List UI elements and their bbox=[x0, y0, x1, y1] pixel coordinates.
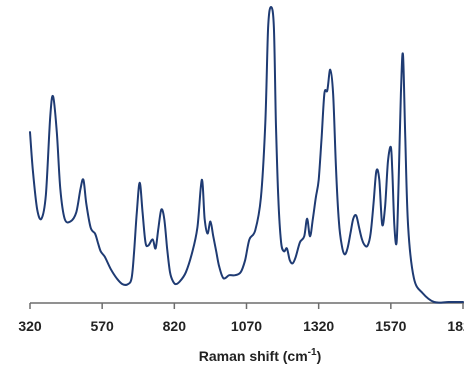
x-axis-title-superscript: -1 bbox=[308, 347, 317, 358]
spectrum-series-line bbox=[29, 6, 464, 304]
x-tick-label-570: 570 bbox=[90, 318, 114, 334]
x-tick-label-1570: 1570 bbox=[375, 318, 406, 334]
x-tick-label-1820: 1820 bbox=[447, 318, 464, 334]
x-tick-label-1320: 1320 bbox=[303, 318, 334, 334]
x-tick-label-820: 820 bbox=[163, 318, 187, 334]
x-tick-label-1070: 1070 bbox=[231, 318, 262, 334]
x-axis-ticks bbox=[29, 303, 464, 309]
x-tick-label-320: 320 bbox=[18, 318, 42, 334]
x-axis-tick-labels: 320 570 820 1070 1320 1570 1820 bbox=[18, 318, 464, 334]
x-axis-title-prefix: Raman shift (cm bbox=[199, 348, 308, 364]
x-axis-title: Raman shift (cm-1) bbox=[199, 347, 322, 364]
x-axis-title-suffix: ) bbox=[317, 348, 322, 364]
